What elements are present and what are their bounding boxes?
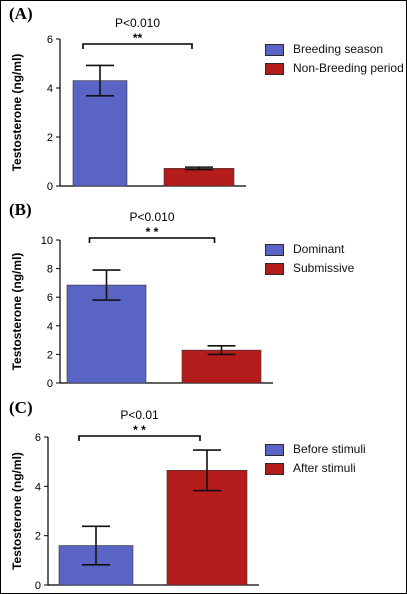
y-axis-label: Testosterone (ng/ml) <box>10 452 24 570</box>
y-tick-label: 2 <box>47 349 53 361</box>
p-value-label: P<0.01 <box>120 408 159 422</box>
significance-stars: * * <box>133 423 146 437</box>
bar-series-a <box>66 284 147 384</box>
significance-stars: * * <box>146 225 159 239</box>
legend-swatch-series-b <box>265 63 284 75</box>
y-tick-label: 4 <box>47 321 53 333</box>
legend-swatch-series-a <box>265 244 284 256</box>
legend-swatch-series-a <box>265 444 284 456</box>
legend-swatch-series-a <box>265 44 284 56</box>
panel-label: (A) <box>9 4 33 23</box>
bar-series-b <box>163 168 235 187</box>
y-tick-label: 2 <box>35 531 41 543</box>
y-axis-label: Testosterone (ng/ml) <box>10 54 24 172</box>
y-tick-label: 0 <box>47 181 53 193</box>
legend-label: Dominant <box>293 242 345 256</box>
y-tick-label: 6 <box>47 34 53 46</box>
significance-bracket <box>78 435 201 441</box>
bar-chart-a: 0 2 4 6 Testosterone (ng/ml) P<0.010** <box>10 16 246 193</box>
legend-label: Non-Breeding period <box>293 61 404 75</box>
legend-label: After stimuli <box>293 461 356 475</box>
y-tick-label: 6 <box>35 432 41 444</box>
y-tick-label: 0 <box>35 580 41 592</box>
y-tick-label: 8 <box>47 264 53 276</box>
panel-label: (C) <box>9 398 33 417</box>
bar-series-a <box>72 80 128 187</box>
significance-bracket <box>88 237 216 243</box>
p-value-label: P<0.010 <box>129 210 174 224</box>
p-value-label: P<0.010 <box>115 16 160 30</box>
legend-label: Breeding season <box>293 42 384 56</box>
bar-chart-b: 0 2 4 6 8 10 Testosterone (ng/ml) P<0.010* * <box>10 210 273 390</box>
legend-swatch-series-b <box>265 463 284 475</box>
y-tick-label: 0 <box>47 378 53 390</box>
significance-stars: ** <box>133 31 143 45</box>
legend-label: Submissive <box>293 261 355 275</box>
legend-label: Before stimuli <box>293 442 366 456</box>
y-tick-label: 10 <box>41 235 53 247</box>
y-tick-label: 2 <box>47 132 53 144</box>
y-tick-label: 4 <box>35 481 41 493</box>
y-tick-label: 4 <box>47 83 53 95</box>
y-axis-label: Testosterone (ng/ml) <box>10 253 24 371</box>
bar-series-b <box>181 349 262 384</box>
bar-chart-c: 0 2 4 6 Testosterone (ng/ml) P<0.01* * <box>10 408 259 592</box>
panel-a: (A) 0 2 4 6 Testosterone (ng/ml) P<0.010 ** Br… <box>1 1 406 197</box>
panel-label: (B) <box>9 200 32 219</box>
significance-bracket <box>82 43 193 49</box>
panel-c: (C) 0 2 4 6 Testosterone (ng/ml) P<0.01 * * Be… <box>1 395 406 593</box>
panel-b: (B) 0 2 4 6 8 10 Testosterone (ng/ml) P<0.010 * … <box>1 197 406 395</box>
legend-swatch-series-b <box>265 263 284 275</box>
y-tick-label: 6 <box>47 292 53 304</box>
